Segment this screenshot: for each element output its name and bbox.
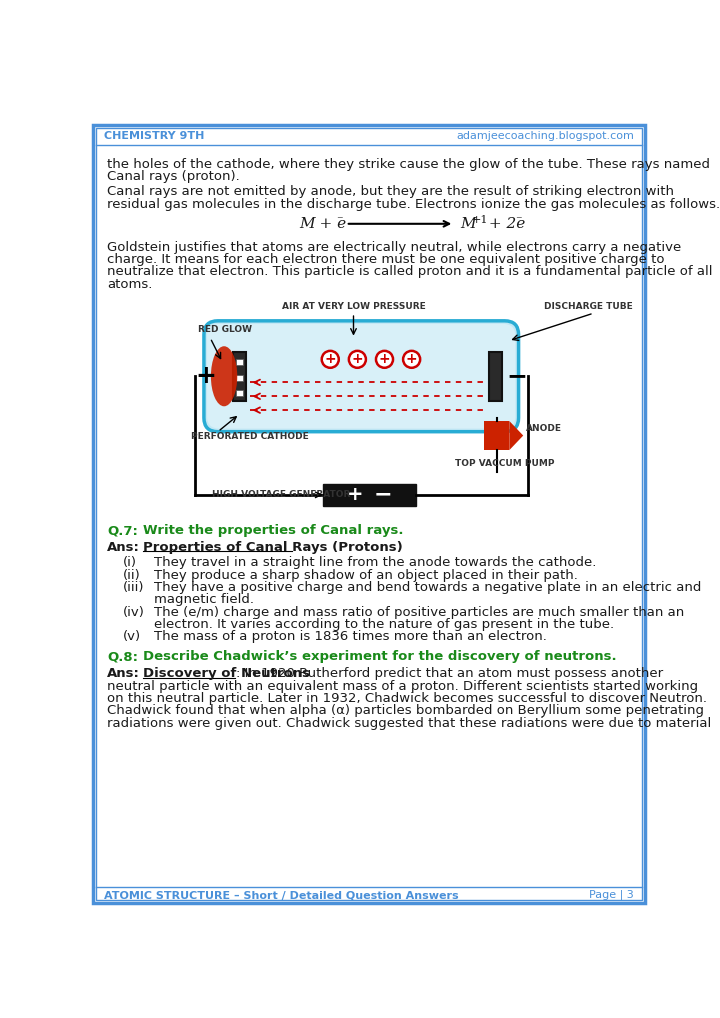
Text: : In 1920 Rutherford predict that an atom must possess another: : In 1920 Rutherford predict that an ato… (236, 668, 663, 680)
Text: Discovery of Neutrons: Discovery of Neutrons (143, 668, 310, 680)
Text: charge. It means for each electron there must be one equivalent positive charge : charge. It means for each electron there… (107, 253, 665, 266)
Text: neutral particle with an equivalent mass of a proton. Different scientists start: neutral particle with an equivalent mass… (107, 680, 698, 692)
Text: They produce a sharp shadow of an object placed in their path.: They produce a sharp shadow of an object… (153, 569, 577, 581)
Text: residual gas molecules in the discharge tube. Electrons ionize the gas molecules: residual gas molecules in the discharge … (107, 197, 720, 211)
Text: Write the properties of Canal rays.: Write the properties of Canal rays. (143, 524, 403, 538)
Circle shape (349, 351, 366, 367)
Text: radiations were given out. Chadwick suggested that these radiations were due to : radiations were given out. Chadwick sugg… (107, 717, 711, 730)
Text: Chadwick found that when alpha (α) particles bombarded on Beryllium some penetra: Chadwick found that when alpha (α) parti… (107, 704, 704, 718)
Text: +: + (351, 352, 363, 366)
Bar (235, 359, 243, 365)
Bar (489, 351, 502, 401)
Text: the holes of the cathode, where they strike cause the glow of the tube. These ra: the holes of the cathode, where they str… (107, 158, 710, 171)
Circle shape (403, 351, 420, 367)
Bar (233, 351, 246, 401)
Text: atoms.: atoms. (107, 278, 153, 291)
Text: magnetic field.: magnetic field. (153, 593, 253, 607)
Text: AIR AT VERY LOW PRESSURE: AIR AT VERY LOW PRESSURE (282, 302, 426, 312)
Ellipse shape (211, 346, 238, 406)
Text: TOP VACCUM PUMP: TOP VACCUM PUMP (455, 459, 554, 468)
Text: They have a positive charge and bend towards a negative plate in an electric and: They have a positive charge and bend tow… (153, 581, 701, 595)
Text: ⁻: ⁻ (515, 214, 521, 227)
Text: DISCHARGE TUBE: DISCHARGE TUBE (544, 302, 632, 312)
Text: −: − (507, 364, 528, 388)
Text: The (e/m) charge and mass ratio of positive particles are much smaller than an: The (e/m) charge and mass ratio of posit… (153, 606, 684, 619)
Text: Canal rays are not emitted by anode, but they are the result of striking electro: Canal rays are not emitted by anode, but… (107, 185, 674, 199)
Text: (ii): (ii) (122, 569, 140, 581)
Text: The mass of a proton is 1836 times more than an electron.: The mass of a proton is 1836 times more … (153, 630, 546, 643)
Circle shape (376, 351, 393, 367)
Text: on this neutral particle. Later in 1932, Chadwick becomes successful to discover: on this neutral particle. Later in 1932,… (107, 692, 707, 704)
Text: ANODE: ANODE (526, 425, 562, 433)
Text: +: + (347, 486, 364, 504)
Text: +: + (379, 352, 390, 366)
Text: neutralize that electron. This particle is called proton and it is a fundamental: neutralize that electron. This particle … (107, 266, 713, 278)
Text: HIGH VOLTAGE GENERATOR: HIGH VOLTAGE GENERATOR (212, 491, 351, 500)
Text: CHEMISTRY 9TH: CHEMISTRY 9TH (104, 131, 204, 142)
Bar (235, 375, 243, 381)
Text: ⁻: ⁻ (336, 214, 343, 227)
FancyBboxPatch shape (207, 324, 516, 429)
Text: Canal rays (proton).: Canal rays (proton). (107, 170, 240, 183)
Text: They travel in a straight line from the anode towards the cathode.: They travel in a straight line from the … (153, 557, 596, 569)
Text: Ans:: Ans: (107, 541, 140, 554)
Text: (i): (i) (122, 557, 137, 569)
FancyBboxPatch shape (204, 321, 518, 432)
Text: +: + (406, 352, 418, 366)
Polygon shape (509, 420, 523, 450)
Text: +1: +1 (472, 215, 488, 225)
Text: Ans:: Ans: (107, 668, 140, 680)
Text: +: + (195, 364, 216, 388)
Text: M: M (461, 217, 476, 231)
Bar (235, 390, 243, 396)
Text: Q.8:: Q.8: (107, 651, 138, 664)
Text: Q.7:: Q.7: (107, 524, 138, 538)
Bar (485, 420, 509, 450)
Text: Describe Chadwick’s experiment for the discovery of neutrons.: Describe Chadwick’s experiment for the d… (143, 651, 616, 664)
Text: Goldstein justifies that atoms are electrically neutral, while electrons carry a: Goldstein justifies that atoms are elect… (107, 240, 681, 253)
Text: Properties of Canal Rays (Protons): Properties of Canal Rays (Protons) (143, 541, 402, 554)
Text: +: + (325, 352, 336, 366)
Bar (323, 485, 415, 506)
Text: (iii): (iii) (122, 581, 144, 595)
Text: adamjeecoaching.blogspot.com: adamjeecoaching.blogspot.com (456, 131, 634, 142)
Text: ATOMIC STRUCTURE – Short / Detailed Question Answers: ATOMIC STRUCTURE – Short / Detailed Ques… (104, 890, 459, 900)
Text: PERFORATED CATHODE: PERFORATED CATHODE (191, 432, 308, 441)
Text: (iv): (iv) (122, 606, 145, 619)
Text: RED GLOW: RED GLOW (199, 326, 253, 335)
Text: electron. It varies according to the nature of gas present in the tube.: electron. It varies according to the nat… (153, 618, 613, 631)
Text: Page | 3: Page | 3 (589, 890, 634, 901)
Text: + 2e: + 2e (484, 217, 525, 231)
Text: M + e: M + e (300, 217, 346, 231)
Text: −: − (374, 485, 392, 505)
Circle shape (322, 351, 339, 367)
Text: (v): (v) (122, 630, 140, 643)
